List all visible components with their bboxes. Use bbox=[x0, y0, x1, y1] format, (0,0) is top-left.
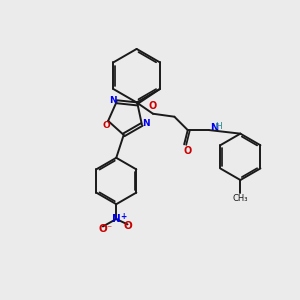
Text: +: + bbox=[120, 212, 127, 221]
Text: N: N bbox=[210, 123, 218, 133]
Text: N: N bbox=[109, 96, 116, 105]
Text: N: N bbox=[142, 119, 150, 128]
Text: O: O bbox=[103, 121, 110, 130]
Text: O: O bbox=[183, 146, 191, 155]
Text: N: N bbox=[112, 214, 121, 224]
Text: O: O bbox=[98, 224, 107, 234]
Text: ⁻: ⁻ bbox=[106, 225, 112, 235]
Text: H: H bbox=[215, 122, 222, 131]
Text: O: O bbox=[124, 221, 133, 231]
Text: O: O bbox=[148, 101, 157, 111]
Text: CH₃: CH₃ bbox=[232, 194, 248, 203]
